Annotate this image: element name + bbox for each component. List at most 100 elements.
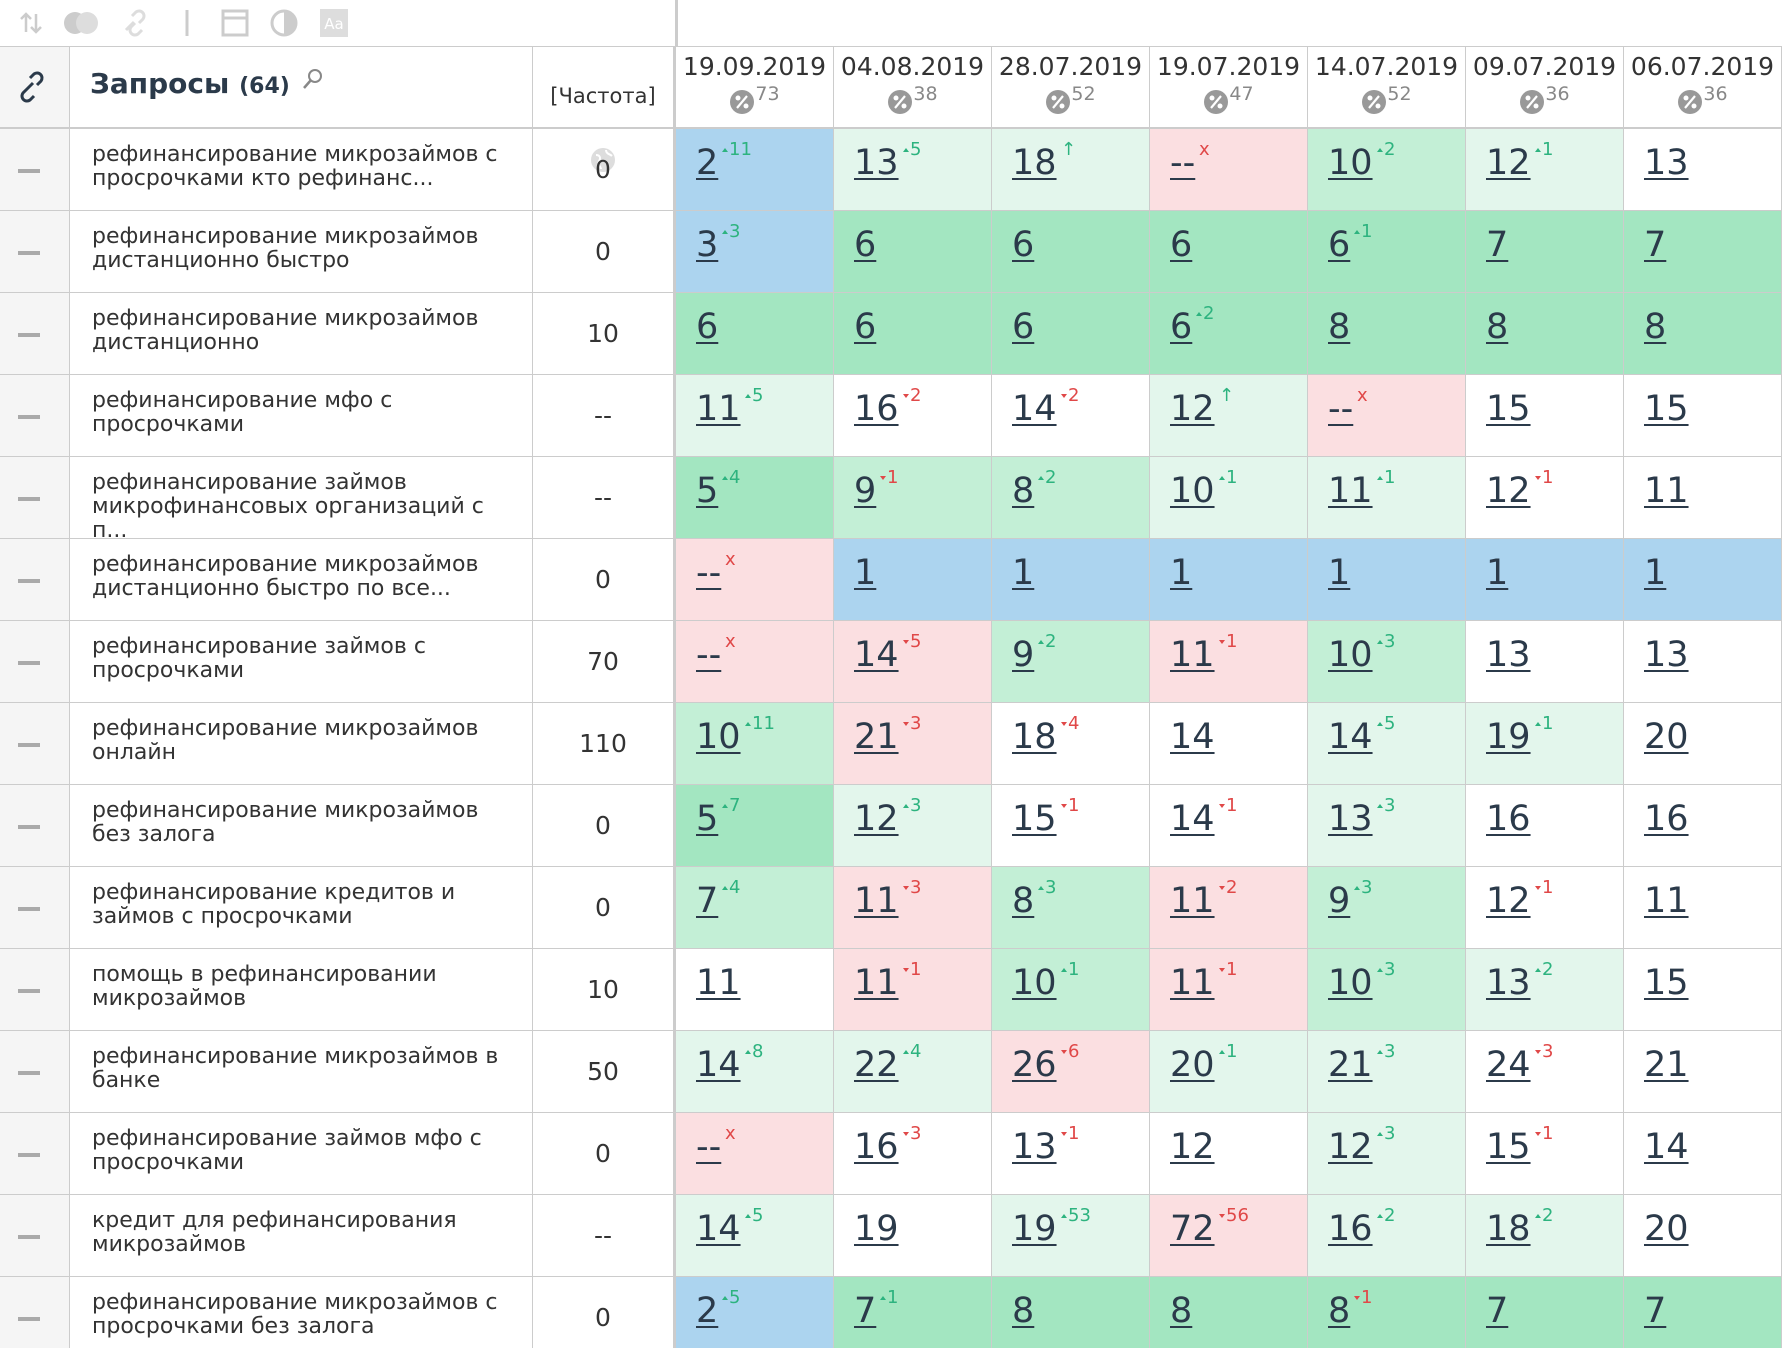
- position[interactable]: 11: [1170, 963, 1215, 1003]
- position[interactable]: 15: [1486, 1127, 1531, 1167]
- position[interactable]: 9: [1328, 881, 1351, 921]
- layout-icon[interactable]: [220, 8, 250, 38]
- position[interactable]: 7: [696, 881, 719, 921]
- date-header[interactable]: 04.08.2019 38: [834, 47, 992, 129]
- position[interactable]: 8: [1644, 307, 1667, 347]
- position[interactable]: 11: [1644, 881, 1689, 921]
- position[interactable]: 12: [1486, 881, 1531, 921]
- position[interactable]: 14: [696, 1045, 741, 1085]
- position[interactable]: 72: [1170, 1209, 1215, 1249]
- position[interactable]: 3: [696, 225, 719, 265]
- position[interactable]: 11: [1170, 635, 1215, 675]
- row-handle[interactable]: [0, 703, 70, 785]
- row-handle[interactable]: [0, 1031, 70, 1113]
- position[interactable]: 9: [1012, 635, 1035, 675]
- position[interactable]: 13: [1644, 143, 1689, 183]
- position[interactable]: 7: [1486, 1291, 1509, 1331]
- position[interactable]: 14: [1170, 717, 1215, 757]
- position[interactable]: 10: [696, 717, 741, 757]
- position[interactable]: 10: [1012, 963, 1057, 1003]
- position[interactable]: 8: [1012, 1291, 1035, 1331]
- position[interactable]: 13: [1644, 635, 1689, 675]
- date-header[interactable]: 14.07.2019 52: [1308, 47, 1466, 129]
- position[interactable]: 8: [1328, 307, 1351, 347]
- position[interactable]: 12: [1328, 1127, 1373, 1167]
- position[interactable]: 19: [1012, 1209, 1057, 1249]
- position[interactable]: 11: [1170, 881, 1215, 921]
- row-handle[interactable]: [0, 293, 70, 375]
- queries-header[interactable]: Запросы (64): [70, 47, 533, 129]
- position[interactable]: 15: [1644, 963, 1689, 1003]
- position[interactable]: 16: [1644, 799, 1689, 839]
- position[interactable]: 12: [1170, 389, 1215, 429]
- row-handle[interactable]: [0, 375, 70, 457]
- position[interactable]: 8: [1486, 307, 1509, 347]
- position[interactable]: 13: [854, 143, 899, 183]
- position[interactable]: 18: [1012, 717, 1057, 757]
- position[interactable]: 1: [1328, 553, 1351, 593]
- row-handle[interactable]: [0, 1195, 70, 1277]
- position[interactable]: 8: [1012, 471, 1035, 511]
- position[interactable]: 6: [696, 307, 719, 347]
- position[interactable]: 11: [696, 389, 741, 429]
- position[interactable]: 5: [696, 799, 719, 839]
- position[interactable]: 8: [1012, 881, 1035, 921]
- position[interactable]: 19: [854, 1209, 899, 1249]
- position[interactable]: 6: [854, 225, 877, 265]
- position[interactable]: --: [1170, 143, 1196, 183]
- position[interactable]: 13: [1012, 1127, 1057, 1167]
- position[interactable]: 14: [1644, 1127, 1689, 1167]
- position[interactable]: 6: [854, 307, 877, 347]
- position[interactable]: 12: [1486, 471, 1531, 511]
- row-handle[interactable]: [0, 211, 70, 293]
- row-handle[interactable]: [0, 785, 70, 867]
- contrast-icon[interactable]: [268, 7, 300, 39]
- date-header[interactable]: 06.07.2019 36: [1624, 47, 1782, 129]
- position[interactable]: 11: [1328, 471, 1373, 511]
- position[interactable]: 21: [1328, 1045, 1373, 1085]
- position[interactable]: 16: [854, 389, 899, 429]
- position[interactable]: 7: [1644, 1291, 1667, 1331]
- date-header[interactable]: 09.07.2019 36: [1466, 47, 1624, 129]
- position[interactable]: 20: [1644, 717, 1689, 757]
- row-handle[interactable]: [0, 129, 70, 211]
- row-handle[interactable]: [0, 949, 70, 1031]
- row-handle[interactable]: [0, 1113, 70, 1195]
- position[interactable]: 1: [1170, 553, 1193, 593]
- position[interactable]: 21: [854, 717, 899, 757]
- date-header[interactable]: 28.07.2019 52: [992, 47, 1150, 129]
- position[interactable]: 14: [1012, 389, 1057, 429]
- row-handle[interactable]: [0, 621, 70, 703]
- position[interactable]: 20: [1170, 1045, 1215, 1085]
- position[interactable]: 6: [1012, 307, 1035, 347]
- position[interactable]: 14: [696, 1209, 741, 1249]
- position[interactable]: 6: [1012, 225, 1035, 265]
- font-icon[interactable]: Aa: [318, 7, 350, 39]
- position[interactable]: --: [1328, 389, 1354, 429]
- position[interactable]: 10: [1328, 143, 1373, 183]
- position[interactable]: 18: [1486, 1209, 1531, 1249]
- row-handle[interactable]: [0, 867, 70, 949]
- position[interactable]: 20: [1644, 1209, 1689, 1249]
- position[interactable]: 6: [1170, 225, 1193, 265]
- position[interactable]: --: [696, 553, 722, 593]
- position[interactable]: 1: [854, 553, 877, 593]
- position[interactable]: 7: [1486, 225, 1509, 265]
- position[interactable]: 16: [1328, 1209, 1373, 1249]
- position[interactable]: 1: [1486, 553, 1509, 593]
- row-handle[interactable]: [0, 539, 70, 621]
- position[interactable]: 13: [1486, 635, 1531, 675]
- position[interactable]: 21: [1644, 1045, 1689, 1085]
- position[interactable]: 22: [854, 1045, 899, 1085]
- position[interactable]: 11: [1644, 471, 1689, 511]
- position[interactable]: 15: [1486, 389, 1531, 429]
- position[interactable]: 2: [696, 143, 719, 183]
- link-icon[interactable]: [120, 8, 154, 38]
- position[interactable]: 14: [1328, 717, 1373, 757]
- position[interactable]: 14: [854, 635, 899, 675]
- position[interactable]: 14: [1170, 799, 1215, 839]
- position[interactable]: 10: [1328, 635, 1373, 675]
- search-icon[interactable]: [300, 67, 326, 93]
- row-handle[interactable]: [0, 457, 70, 539]
- position[interactable]: 15: [1012, 799, 1057, 839]
